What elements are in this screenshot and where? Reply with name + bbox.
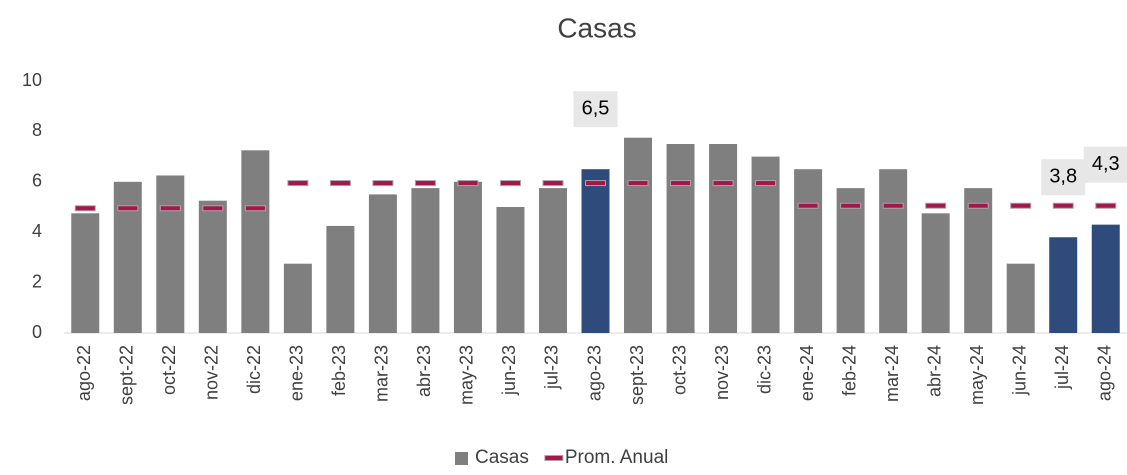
average-marker bbox=[1052, 202, 1074, 209]
bar bbox=[964, 188, 993, 333]
average-marker bbox=[755, 180, 777, 187]
average-marker bbox=[202, 205, 224, 212]
bar bbox=[709, 144, 738, 333]
y-tick-label: 0 bbox=[32, 322, 42, 342]
average-marker bbox=[797, 202, 819, 209]
average-marker bbox=[1095, 202, 1117, 209]
bar bbox=[1049, 237, 1078, 333]
average-marker bbox=[670, 180, 692, 187]
chart-title: Casas bbox=[557, 12, 636, 43]
bar bbox=[794, 169, 823, 333]
bar bbox=[411, 188, 440, 333]
bar bbox=[453, 181, 482, 333]
legend-marker bbox=[544, 455, 564, 461]
y-tick-label: 10 bbox=[22, 70, 42, 90]
x-tick-label: ago-23 bbox=[584, 345, 604, 401]
legend-marker bbox=[455, 452, 468, 465]
x-tick-label: sept-22 bbox=[117, 345, 137, 405]
bar bbox=[198, 200, 227, 333]
average-marker bbox=[1010, 202, 1032, 209]
bar bbox=[71, 213, 100, 333]
y-tick-label: 2 bbox=[32, 271, 42, 291]
x-tick-label: jul-24 bbox=[1052, 345, 1072, 390]
average-marker bbox=[159, 205, 181, 212]
bar bbox=[496, 207, 525, 333]
average-marker bbox=[499, 180, 521, 187]
x-tick-label: feb-23 bbox=[329, 345, 349, 396]
y-tick-label: 6 bbox=[32, 171, 42, 191]
x-tick-label: mar-23 bbox=[372, 345, 392, 402]
bar bbox=[368, 194, 397, 333]
average-marker bbox=[712, 180, 734, 187]
bar bbox=[1091, 224, 1120, 333]
bar bbox=[921, 213, 950, 333]
average-marker bbox=[882, 202, 904, 209]
x-tick-label: oct-22 bbox=[159, 345, 179, 395]
average-marker bbox=[840, 202, 862, 209]
average-marker bbox=[542, 180, 564, 187]
value-label: 4,3 bbox=[1092, 153, 1120, 175]
x-tick-label: oct-23 bbox=[669, 345, 689, 395]
bar bbox=[326, 225, 355, 333]
bar bbox=[879, 169, 908, 333]
y-tick-label: 4 bbox=[32, 221, 42, 241]
value-label: 6,5 bbox=[582, 97, 610, 119]
bar bbox=[113, 181, 142, 333]
bar bbox=[581, 169, 610, 333]
average-marker bbox=[414, 180, 436, 187]
x-tick-label: nov-22 bbox=[202, 345, 222, 400]
average-marker bbox=[74, 205, 96, 212]
x-tick-label: jun-23 bbox=[499, 345, 519, 396]
average-marker bbox=[372, 180, 394, 187]
x-tick-label: ene-24 bbox=[797, 345, 817, 401]
bar bbox=[241, 150, 270, 333]
average-marker bbox=[967, 202, 989, 209]
x-tick-label: ago-22 bbox=[74, 345, 94, 401]
bar bbox=[538, 188, 567, 333]
bar bbox=[283, 263, 312, 333]
average-marker bbox=[117, 205, 139, 212]
x-tick-label: dic-23 bbox=[754, 345, 774, 394]
average-marker bbox=[244, 205, 266, 212]
x-tick-label: nov-23 bbox=[712, 345, 732, 400]
label-box bbox=[1083, 146, 1127, 183]
x-tick-label: may-23 bbox=[457, 345, 477, 405]
x-tick-label: ago-24 bbox=[1094, 345, 1114, 401]
x-tick-label: sept-23 bbox=[627, 345, 647, 405]
average-marker bbox=[627, 180, 649, 187]
x-tick-label: dic-22 bbox=[244, 345, 264, 394]
bar bbox=[156, 175, 185, 333]
bar bbox=[666, 144, 695, 333]
average-marker bbox=[585, 180, 606, 187]
legend-label: Casas bbox=[475, 447, 529, 468]
bar bbox=[836, 188, 865, 333]
x-tick-label: abr-24 bbox=[924, 345, 944, 397]
x-tick-label: jun-24 bbox=[1009, 345, 1029, 396]
x-tick-label: jul-23 bbox=[542, 345, 562, 390]
bar bbox=[1006, 263, 1035, 333]
average-marker bbox=[457, 180, 479, 187]
legend-label: Prom. Anual bbox=[565, 447, 669, 468]
label-box bbox=[573, 91, 618, 128]
x-tick-label: feb-24 bbox=[839, 345, 859, 396]
average-marker bbox=[287, 180, 309, 187]
average-marker bbox=[329, 180, 351, 187]
value-label: 3,8 bbox=[1049, 166, 1077, 188]
average-marker bbox=[925, 202, 947, 209]
x-tick-label: may-24 bbox=[967, 345, 987, 405]
x-tick-label: ene-23 bbox=[287, 345, 307, 401]
x-tick-label: abr-23 bbox=[414, 345, 434, 397]
x-tick-label: mar-24 bbox=[882, 345, 902, 402]
y-tick-label: 8 bbox=[32, 120, 42, 140]
label-box bbox=[1041, 159, 1086, 196]
bar bbox=[624, 137, 653, 333]
